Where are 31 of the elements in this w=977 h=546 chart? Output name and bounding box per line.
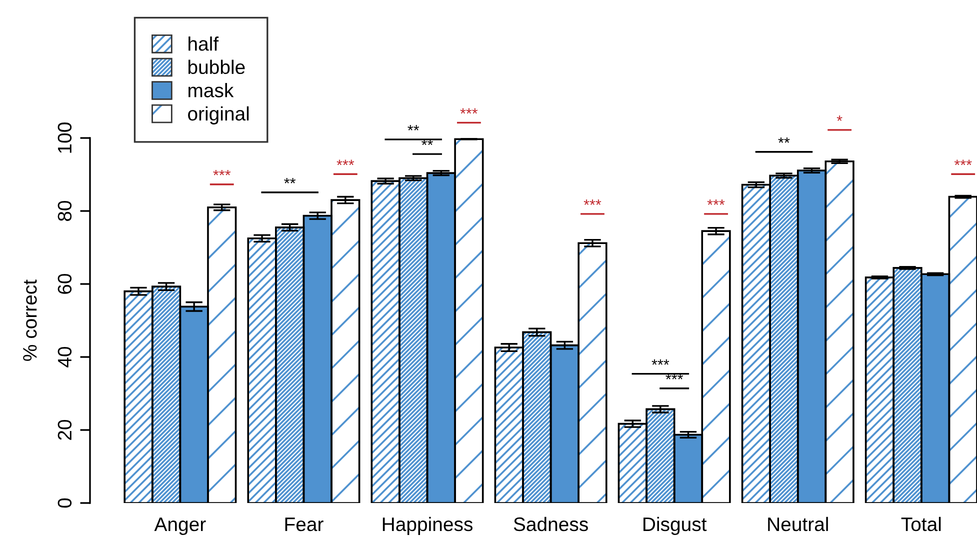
annotation: ***	[666, 374, 684, 380]
annotation: **	[284, 178, 296, 184]
y-tick-label: 60	[58, 274, 72, 294]
y-tick-label: 20	[58, 420, 72, 440]
y-tick-label: 80	[58, 200, 72, 221]
y-tick-label: 100	[58, 122, 72, 153]
x-tick-label: Happiness	[382, 516, 472, 536]
annotation: ***	[213, 170, 231, 176]
legend-label: half	[188, 36, 219, 51]
annotation: ***	[652, 359, 670, 365]
annotation: ***	[336, 160, 354, 166]
x-tick-label: Anger	[154, 518, 206, 536]
text: ***	[460, 108, 478, 114]
annotation: **	[778, 137, 790, 143]
legend-label: original	[188, 106, 249, 124]
x-tick-label: Disgust	[644, 516, 707, 536]
x-tick-label: Fear	[285, 518, 324, 532]
text: *	[836, 116, 842, 121]
text: **	[408, 125, 420, 130]
annotation: **	[422, 140, 433, 146]
x-tick-label: Total	[901, 516, 941, 532]
x-tick-label: Sadness	[514, 516, 588, 532]
legend-label: mask	[188, 83, 234, 98]
y-tick-label: 40	[58, 346, 72, 368]
y-tick-label: 0	[58, 498, 72, 508]
annotation: ***	[707, 200, 725, 205]
y-axis-title: % correct	[23, 280, 37, 361]
x-tick-label: Neutral	[768, 516, 828, 532]
legend-label: bubble	[188, 60, 245, 74]
annotation: ***	[954, 160, 972, 166]
annotation: ***	[584, 200, 602, 205]
